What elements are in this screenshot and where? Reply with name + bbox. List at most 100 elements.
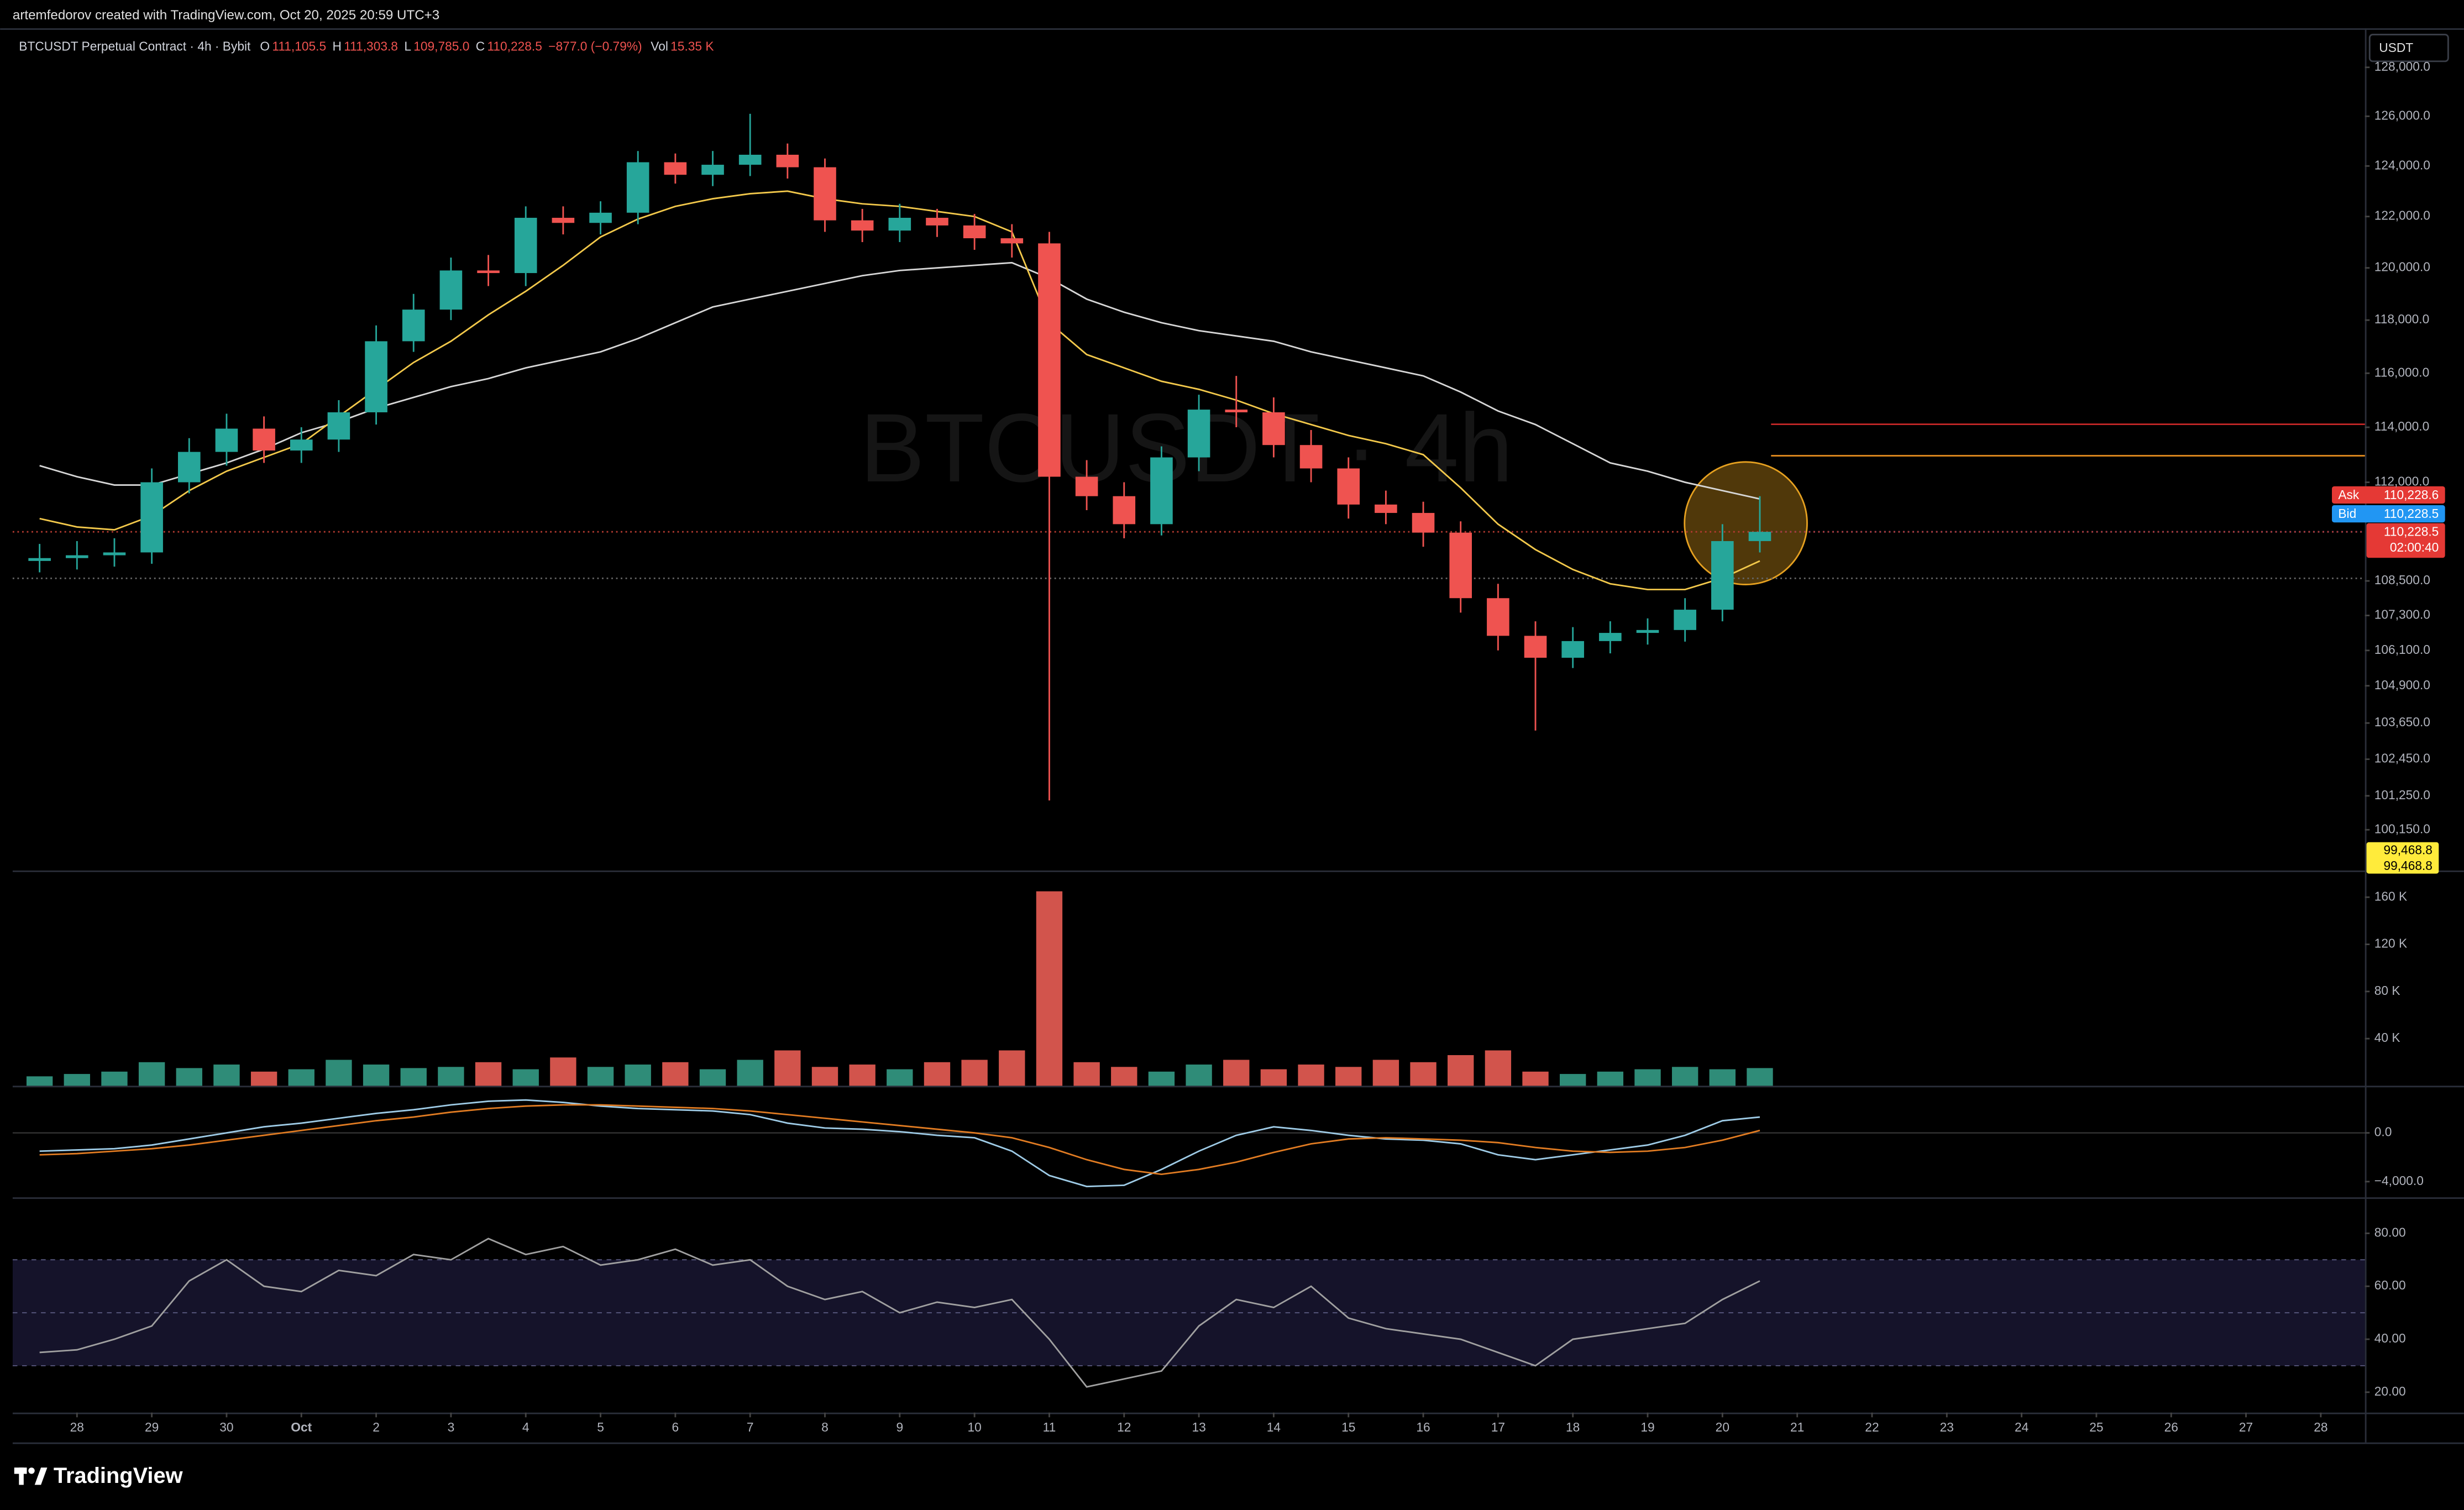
volume-bar [587,1067,614,1086]
volume-bar [363,1065,390,1086]
last-box [2366,523,2445,558]
highlight-circle [1684,461,1808,585]
volume-bar [1709,1069,1736,1086]
candle-body [1487,598,1509,636]
candle-body [1599,633,1622,641]
indicator-line [39,1099,1760,1188]
candle-body [1636,630,1659,633]
candle-body [1337,468,1360,505]
y-tick-label: 102,450.0 [2374,751,2430,766]
credit: artemfedorov created with TradingView.co… [13,8,439,23]
y-tick-label: 114,000.0 [2374,419,2429,433]
indicator-line [39,1238,1760,1388]
volume-bar [1597,1071,1624,1086]
x-tick-label: 19 [1640,1420,1654,1434]
logo-part [19,1467,24,1485]
level-box [2366,842,2439,874]
y-tick-label: 122,000.0 [2374,208,2430,223]
candle-body [1150,457,1173,525]
currency-frame [2368,34,2449,62]
volume-bar [1111,1067,1137,1086]
candle-body [177,452,201,483]
y-tick-label: 126,000.0 [2374,108,2430,122]
ohlc-value: 110,228.5 [487,39,542,53]
x-tick-label: 25 [2089,1420,2103,1434]
y-tick-label: 116,000.0 [2374,365,2429,379]
y-tick-label: 160 K [2374,889,2407,903]
vol-value: 15.35 K [670,39,714,53]
x-tick-label: 6 [672,1420,679,1434]
y-tick-label: 80 K [2374,983,2400,998]
volume-bar [737,1060,763,1086]
volume-bar [1671,1067,1698,1086]
y-tick-label: 128,000.0 [2374,59,2430,74]
candle-body [103,552,126,555]
volume-bar [400,1068,427,1086]
volume-bar [1298,1065,1324,1086]
candle-body [1000,238,1024,244]
bid: 110,228.5 [2384,506,2439,521]
volume-bar [961,1060,988,1086]
y-tick-label: 118,000.0 [2374,312,2429,326]
x-tick-label: 13 [1192,1420,1205,1434]
candle-body [327,412,350,440]
volume-bar [625,1065,651,1086]
volume-bar [1372,1060,1399,1086]
ohlc-value: 109,785.0 [413,39,469,53]
y-tick-label: 104,900.0 [2374,678,2430,692]
volume-bar [999,1050,1025,1086]
volume-bar [1148,1071,1175,1086]
x-tick-label: 23 [1940,1420,1954,1434]
volume-bar [699,1069,726,1086]
x-tick-label: 28 [70,1420,84,1434]
ask-key: Ask [2338,487,2360,502]
back-layer [12,1132,2365,1366]
x-tick-label: 30 [219,1420,233,1434]
volume-bar [924,1062,951,1086]
x-tick-label: 11 [1043,1420,1056,1434]
candle-body [1748,532,1771,541]
candle-body [290,439,313,451]
x-tick-label: 29 [145,1420,159,1434]
candle-body [1524,636,1547,658]
ohlc-value: 111,303.8 [344,39,398,53]
y-tick-label: 60.00 [2374,1278,2406,1292]
volume-bar [475,1062,502,1086]
y-tick-label: 101,250.0 [2374,788,2430,802]
bid-key: Bid [2338,506,2356,521]
volume-bar [512,1069,539,1086]
x-tick-label: Oct [291,1420,312,1434]
y-tick-label: 40.00 [2374,1331,2406,1345]
logo-part [34,1467,48,1485]
candle-body [552,218,575,223]
volume-bar [1036,891,1063,1086]
y-tick-label: 112,000.0 [2374,474,2429,489]
candle-body [365,341,387,412]
volume-bar [1410,1062,1437,1086]
volume-bar [138,1062,165,1086]
candle-body [814,167,836,221]
y-tick-label: 40 K [2374,1030,2400,1045]
legend: BTCUSDT Perpetual Contract · 4h · Bybit … [19,39,714,53]
volume-bar [326,1060,352,1086]
last-price: 110,228.5 [2384,525,2439,539]
candle-body [477,270,500,274]
candle-body [439,270,463,310]
volume-bar [1223,1060,1250,1086]
volume-bar [1560,1074,1586,1086]
volume-bar [1260,1069,1287,1086]
candle-body [589,212,612,223]
symbol: BTCUSDT Perpetual Contract · 4h · Bybit [19,39,251,53]
x-tick-label: 15 [1341,1420,1355,1434]
candle-body [1449,532,1472,599]
candle-body [926,218,948,226]
x-tick-label: 4 [522,1420,530,1434]
y-tick-label: 108,500.0 [2374,573,2430,587]
y-tick-label: 80.00 [2374,1225,2406,1239]
x-tick-label: 20 [1716,1420,1729,1434]
candle-body [1711,541,1734,610]
x-tick-label: 16 [1416,1420,1430,1434]
candle-body [28,558,51,561]
y-tick-label: 103,650.0 [2374,715,2430,729]
volume-bar [1335,1067,1362,1086]
